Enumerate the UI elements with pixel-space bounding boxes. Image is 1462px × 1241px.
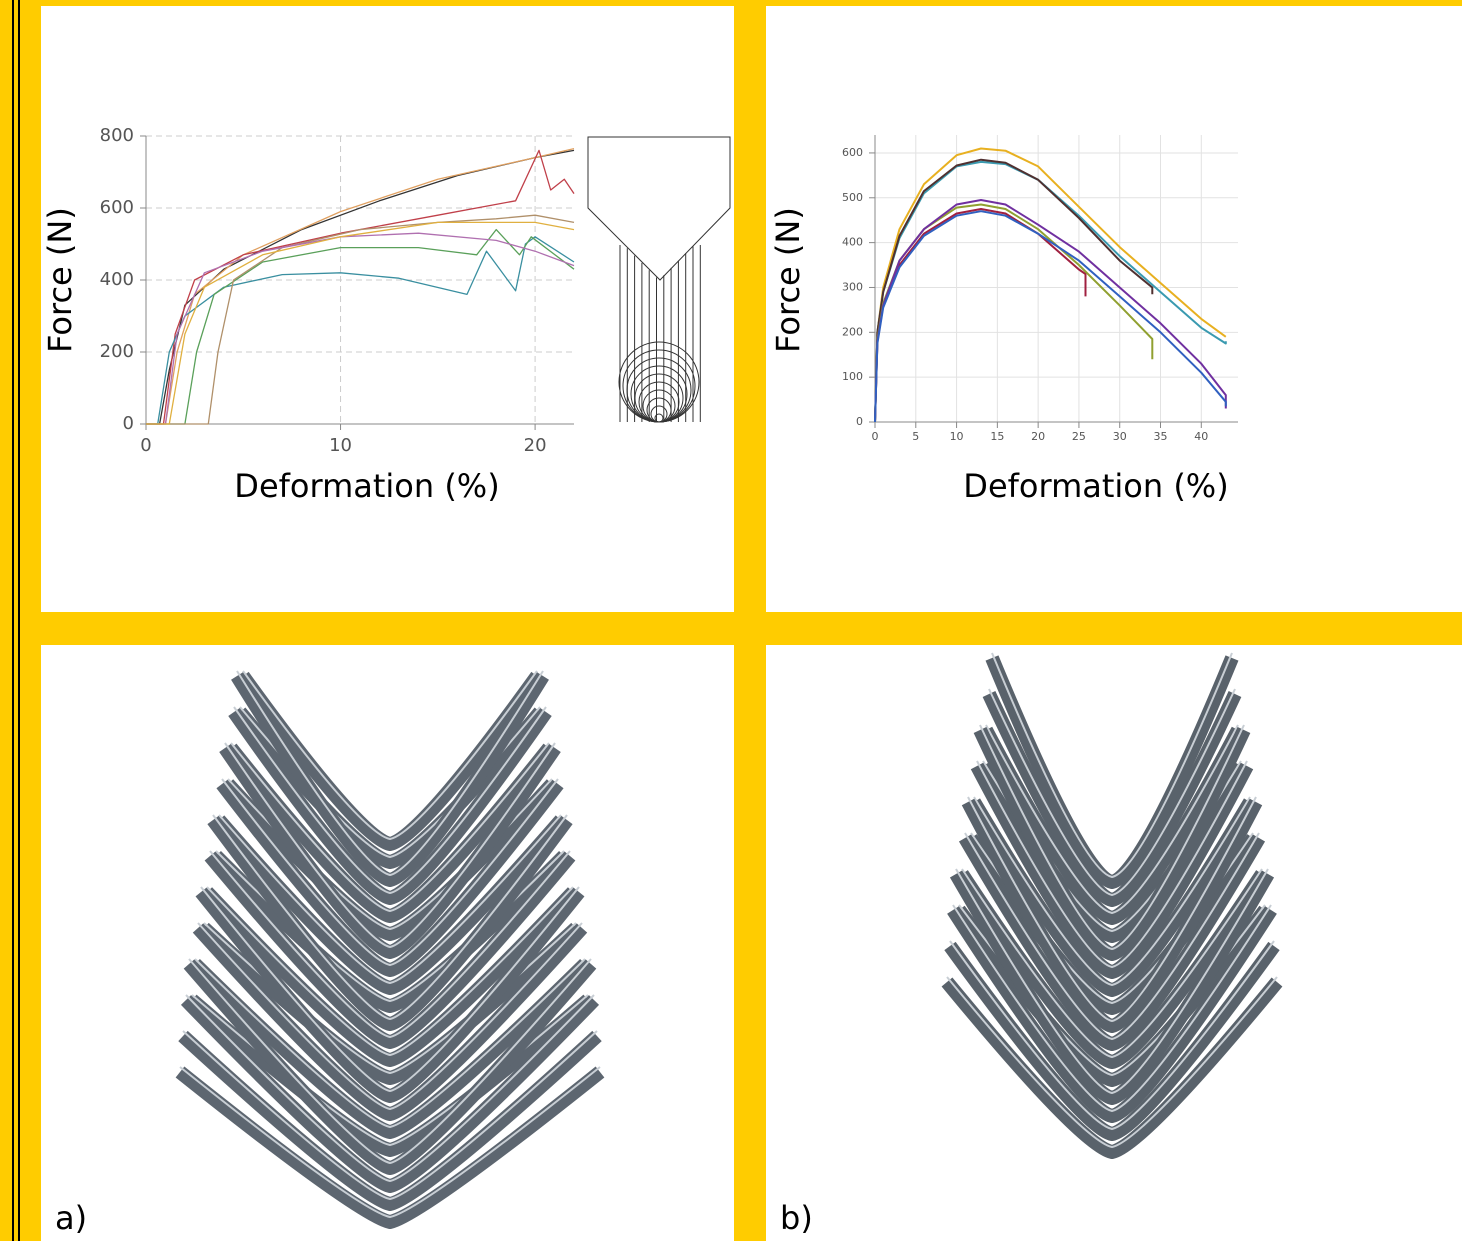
x-axis-title: Deformation (%): [963, 467, 1228, 505]
x-tick-label: 0: [872, 430, 879, 443]
y-tick-label: 400: [842, 236, 863, 249]
x-tick-label: 5: [912, 430, 919, 443]
y-tick-label: 200: [100, 341, 134, 362]
x-tick-label: 20: [1031, 430, 1045, 443]
y-tick-label: 800: [100, 125, 134, 146]
y-tick-label: 600: [842, 146, 863, 159]
x-tick-label: 35: [1154, 430, 1168, 443]
y-tick-label: 200: [842, 325, 863, 338]
x-tick-label: 30: [1113, 430, 1127, 443]
panel-label: b): [780, 1199, 813, 1237]
y-tick-label: 600: [100, 197, 134, 218]
figure: a) b) 020040060080001020Force (N)Deforma…: [0, 0, 1462, 1241]
panel-label: a): [55, 1199, 87, 1237]
panel: [41, 6, 734, 612]
y-tick-label: 500: [842, 191, 863, 204]
x-tick-label: 25: [1072, 430, 1086, 443]
y-tick-label: 100: [842, 370, 863, 383]
panel: [766, 6, 1462, 612]
x-tick-label: 10: [950, 430, 964, 443]
y-tick-label: 300: [842, 280, 863, 293]
x-tick-label: 20: [524, 435, 547, 456]
x-axis-title: Deformation (%): [234, 467, 499, 505]
y-tick-label: 0: [856, 415, 863, 428]
y-axis-title: Force (N): [769, 207, 807, 353]
y-tick-label: 400: [100, 269, 134, 290]
x-tick-label: 10: [329, 435, 352, 456]
x-tick-label: 0: [140, 435, 151, 456]
y-axis-title: Force (N): [41, 207, 79, 353]
y-tick-label: 0: [123, 413, 134, 434]
x-tick-label: 15: [990, 430, 1004, 443]
x-tick-label: 40: [1194, 430, 1208, 443]
